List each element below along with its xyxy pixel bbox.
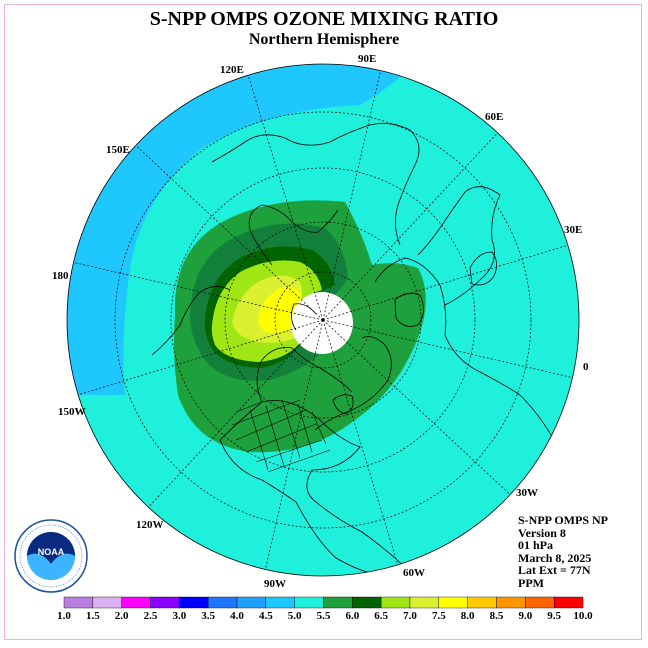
meridian-line xyxy=(322,132,498,321)
noaa-logo-text: NOAA xyxy=(38,547,65,557)
info-panel: S-NPP OMPS NP Version 8 01 hPa March 8, … xyxy=(518,514,608,590)
lon-label-0: 0 xyxy=(583,361,589,373)
meridians xyxy=(73,70,573,570)
meridian-line xyxy=(265,319,324,570)
lon-label-60e: 60E xyxy=(485,111,503,123)
lon-label-120e: 120E xyxy=(220,64,244,76)
meridian-line xyxy=(78,319,324,396)
lon-label-60w: 60W xyxy=(403,567,425,579)
lon-label-120w: 120W xyxy=(136,519,164,531)
lon-label-30w: 30W xyxy=(516,487,538,499)
lon-label-150e: 150E xyxy=(106,144,130,156)
noaa-logo: NOAA xyxy=(14,519,88,593)
latitude-extent: Lat Ext = 77N xyxy=(518,563,591,578)
meridian-line xyxy=(247,75,324,321)
meridian-line xyxy=(322,244,568,321)
lon-label-90w: 90W xyxy=(264,578,286,590)
meridian-line xyxy=(322,70,381,321)
state-borders xyxy=(231,399,331,473)
missing-data-cap xyxy=(291,292,353,354)
meridian-line xyxy=(73,262,324,321)
meridian-line xyxy=(322,319,573,378)
band-4-0 xyxy=(67,64,420,395)
longitude-labels: 90E 60E 30E 0 30W 60W 90W 120W 150W 180 … xyxy=(52,53,589,590)
lon-label-90e: 90E xyxy=(358,53,376,65)
meridian-line xyxy=(322,319,511,495)
latitude-circles xyxy=(114,111,532,529)
observation-date: March 8, 2025 xyxy=(518,550,592,565)
figure-frame xyxy=(4,4,642,640)
lon-label-180: 180 xyxy=(52,270,69,282)
lon-label-30e: 30E xyxy=(564,224,582,236)
meridian-line xyxy=(135,145,324,321)
ozone-field xyxy=(67,64,579,576)
units-label: PPM xyxy=(518,575,544,590)
map-title: S-NPP OMPS OZONE MIXING RATIO xyxy=(149,8,499,30)
product-version: Version 8 xyxy=(518,525,566,540)
meridian-line xyxy=(322,319,399,565)
meridian-line xyxy=(148,319,324,508)
lon-label-150w: 150W xyxy=(58,406,86,418)
map-subtitle: Northern Hemisphere xyxy=(248,31,400,48)
coastlines xyxy=(151,122,561,576)
map-boundary xyxy=(66,63,580,577)
product-name: S-NPP OMPS NP xyxy=(518,513,608,527)
pressure-level: 01 hPa xyxy=(518,538,554,553)
